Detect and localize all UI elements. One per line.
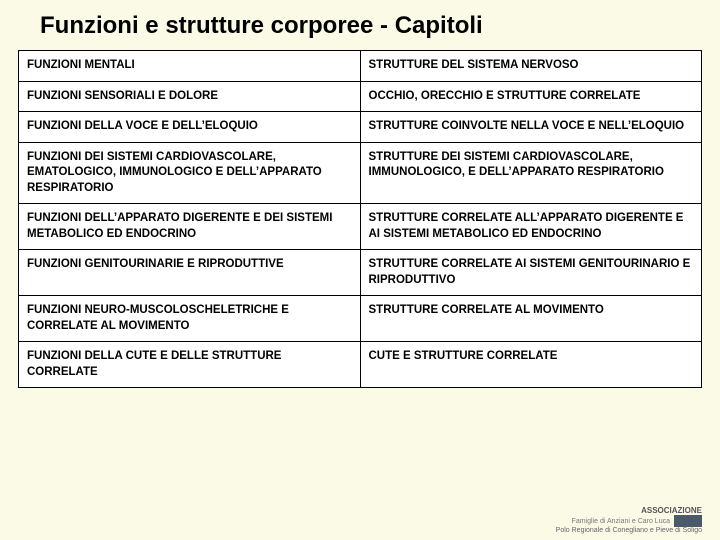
table-container: FUNZIONI MENTALISTRUTTURE DEL SISTEMA NE… xyxy=(0,50,720,388)
table-row: FUNZIONI GENITOURINARIE E RIPRODUTTIVEST… xyxy=(19,250,702,296)
table-row: FUNZIONI DELL’APPARATO DIGERENTE E DEI S… xyxy=(19,204,702,250)
table-row: FUNZIONI DELLA CUTE E DELLE STRUTTURE CO… xyxy=(19,342,702,388)
table-cell: FUNZIONI GENITOURINARIE E RIPRODUTTIVE xyxy=(19,250,361,296)
table-cell: STRUTTURE CORRELATE ALL’APPARATO DIGEREN… xyxy=(360,204,702,250)
table-row: FUNZIONI NEURO-MUSCOLOSCHELETRICHE E COR… xyxy=(19,296,702,342)
table-row: FUNZIONI DEI SISTEMI CARDIOVASCOLARE, EM… xyxy=(19,142,702,204)
table-row: FUNZIONI DELLA VOCE E DELL’ELOQUIOSTRUTT… xyxy=(19,112,702,143)
page-title: Funzioni e strutture corporee - Capitoli xyxy=(0,0,720,50)
table-cell: STRUTTURE COINVOLTE NELLA VOCE E NELL’EL… xyxy=(360,112,702,143)
table-cell: CUTE E STRUTTURE CORRELATE xyxy=(360,342,702,388)
table-cell: OCCHIO, ORECCHIO E STRUTTURE CORRELATE xyxy=(360,81,702,112)
table-cell: FUNZIONI DELLA CUTE E DELLE STRUTTURE CO… xyxy=(19,342,361,388)
footer: ASSOCIAZIONE Famiglie di Anziani e Caro … xyxy=(556,506,702,534)
table-cell: FUNZIONI NEURO-MUSCOLOSCHELETRICHE E COR… xyxy=(19,296,361,342)
table-cell: FUNZIONI DEI SISTEMI CARDIOVASCOLARE, EM… xyxy=(19,142,361,204)
table-cell: STRUTTURE DEL SISTEMA NERVOSO xyxy=(360,51,702,82)
chapters-table: FUNZIONI MENTALISTRUTTURE DEL SISTEMA NE… xyxy=(18,50,702,388)
table-cell: FUNZIONI DELL’APPARATO DIGERENTE E DEI S… xyxy=(19,204,361,250)
footer-line3: Polo Regionale di Conegliano e Pieve di … xyxy=(556,527,702,534)
table-cell: STRUTTURE CORRELATE AI SISTEMI GENITOURI… xyxy=(360,250,702,296)
table-row: FUNZIONI SENSORIALI E DOLOREOCCHIO, OREC… xyxy=(19,81,702,112)
footer-line1: ASSOCIAZIONE xyxy=(556,506,702,515)
footer-logo-icon xyxy=(674,515,702,527)
table-row: FUNZIONI MENTALISTRUTTURE DEL SISTEMA NE… xyxy=(19,51,702,82)
table-cell: FUNZIONI DELLA VOCE E DELL’ELOQUIO xyxy=(19,112,361,143)
table-cell: FUNZIONI MENTALI xyxy=(19,51,361,82)
table-cell: STRUTTURE CORRELATE AL MOVIMENTO xyxy=(360,296,702,342)
footer-line2: Famiglie di Anziani e Caro Luca xyxy=(556,515,702,527)
table-cell: FUNZIONI SENSORIALI E DOLORE xyxy=(19,81,361,112)
table-cell: STRUTTURE DEI SISTEMI CARDIOVASCOLARE, I… xyxy=(360,142,702,204)
